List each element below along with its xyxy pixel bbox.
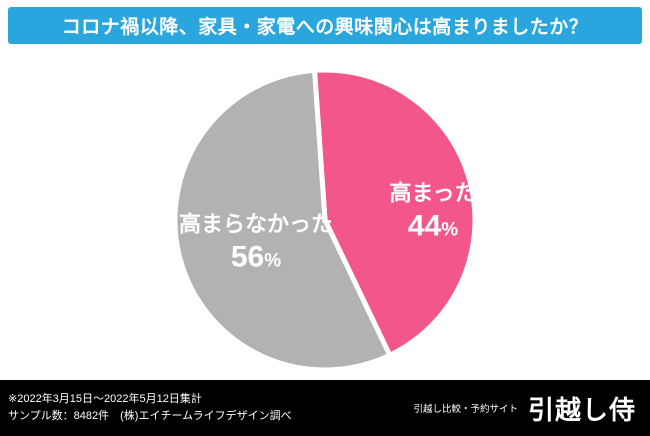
pie-slice-1: [172, 67, 393, 373]
pie-slice-0: [312, 67, 478, 358]
page-title: コロナ禍以降、家具・家電への興味関心は高まりましたか？: [61, 17, 589, 38]
pie-slice-value: 44%: [389, 207, 476, 245]
pie-slice-label: 高まらなかった: [178, 211, 334, 237]
pie-chart: [172, 67, 478, 373]
survey-notes: ※2022年3月15日〜2022年5月12日集計 サンプル数：8482件 (株)…: [8, 391, 292, 425]
pie-slice-label: 高まった: [389, 180, 477, 206]
footer-bar: ※2022年3月15日〜2022年5月12日集計 サンプル数：8482件 (株)…: [0, 380, 650, 436]
survey-period-note: ※2022年3月15日〜2022年5月12日集計: [8, 392, 202, 405]
pie-value-number: 44: [407, 209, 442, 242]
site-logo: 引越し侍: [527, 394, 636, 425]
pie-chart-area: 高まった 44% 高まらなかった 56%: [0, 44, 650, 380]
title-bar: コロナ禍以降、家具・家電への興味関心は高まりましたか？: [8, 7, 642, 44]
sample-size-note: サンプル数：8482件 (株)エイチームライフデザイン調べ: [8, 410, 292, 422]
pie-value-number: 56: [230, 240, 265, 273]
pie-label-not-increased: 高まらなかった 56%: [179, 211, 333, 276]
site-tagline: 引越し比較・予約サイト: [413, 404, 518, 415]
site-brand: 引越し比較・予約サイト 引越し侍: [413, 390, 636, 427]
percent-sign: %: [264, 250, 282, 271]
pie-label-increased: 高まった 44%: [389, 180, 476, 245]
pie-slice-value: 56%: [179, 238, 333, 276]
percent-sign: %: [441, 219, 459, 240]
